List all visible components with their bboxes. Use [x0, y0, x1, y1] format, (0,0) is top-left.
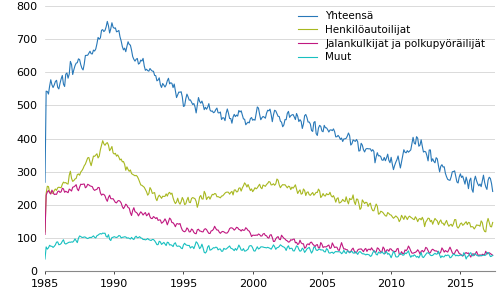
Legend: Yhteensä, Henkilöautoilijat, Jalankulkijat ja polkupyöräilijät, Muut: Yhteensä, Henkilöautoilijat, Jalankulkij…	[298, 11, 486, 62]
Jalankulkijat ja polkupyöräilijät	[289, 238, 295, 242]
Muut	[42, 257, 48, 261]
Henkilöautoilijat	[439, 221, 445, 225]
Henkilöautoilijat	[365, 205, 371, 208]
Jalankulkijat ja polkupyöräilijät	[490, 253, 496, 257]
Muut	[289, 246, 295, 250]
Yhteensä	[252, 118, 258, 122]
Henkilöautoilijat	[490, 221, 496, 224]
Line: Yhteensä: Yhteensä	[45, 22, 492, 192]
Jalankulkijat ja polkupyöräilijät	[420, 250, 426, 254]
Yhteensä	[104, 20, 110, 23]
Henkilöautoilijat	[420, 218, 426, 222]
Line: Jalankulkijat ja polkupyöräilijät: Jalankulkijat ja polkupyöräilijät	[45, 184, 492, 257]
Jalankulkijat ja polkupyöräilijät	[252, 233, 258, 237]
Muut	[420, 256, 426, 259]
Jalankulkijat ja polkupyöräilijät	[365, 248, 371, 251]
Muut	[384, 250, 390, 253]
Henkilöautoilijat	[252, 186, 258, 189]
Line: Henkilöautoilijat: Henkilöautoilijat	[45, 141, 492, 232]
Muut	[439, 254, 445, 258]
Yhteensä	[470, 190, 476, 194]
Line: Muut: Muut	[45, 233, 492, 259]
Henkilöautoilijat	[289, 185, 295, 189]
Jalankulkijat ja polkupyöräilijät	[384, 248, 390, 252]
Yhteensä	[439, 163, 445, 167]
Yhteensä	[384, 156, 390, 160]
Yhteensä	[420, 150, 426, 154]
Muut	[100, 231, 105, 235]
Jalankulkijat ja polkupyöräilijät	[81, 182, 87, 186]
Yhteensä	[365, 147, 371, 151]
Yhteensä	[289, 113, 295, 117]
Muut	[365, 253, 371, 256]
Henkilöautoilijat	[100, 139, 105, 143]
Jalankulkijat ja polkupyöräilijät	[468, 255, 474, 259]
Muut	[463, 257, 469, 261]
Yhteensä	[42, 180, 48, 184]
Jalankulkijat ja polkupyöräilijät	[42, 233, 48, 236]
Yhteensä	[490, 190, 496, 193]
Muut	[252, 249, 258, 253]
Jalankulkijat ja polkupyöräilijät	[439, 246, 445, 250]
Henkilöautoilijat	[384, 214, 390, 218]
Muut	[490, 253, 496, 257]
Henkilöautoilijat	[42, 230, 48, 234]
